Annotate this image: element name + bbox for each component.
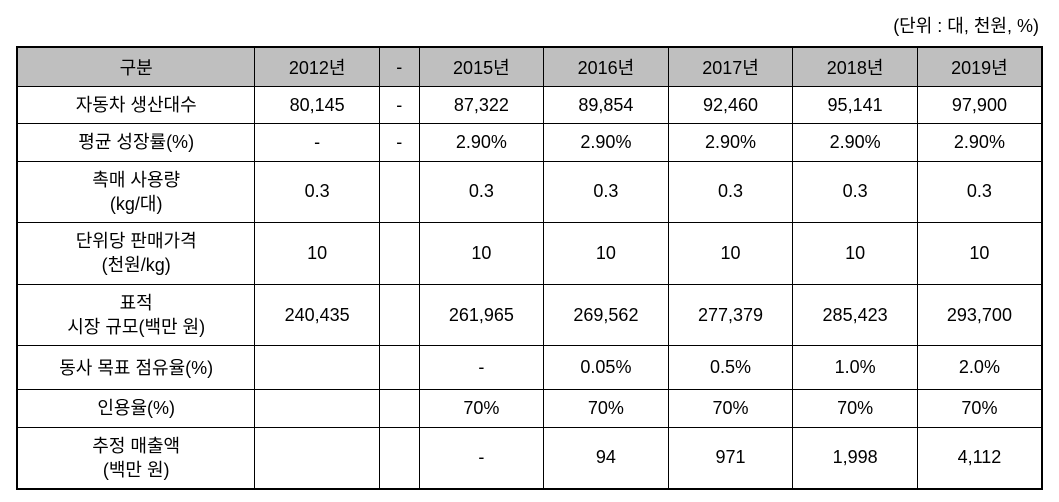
table-row: 동사 목표 점유율(%) -0.05%0.5%1.0%2.0% [17, 346, 1042, 390]
cell: 0.3 [668, 161, 793, 223]
cell: 4,112 [917, 427, 1042, 489]
col-header-2017: 2017년 [668, 47, 793, 87]
cell: 92,460 [668, 87, 793, 124]
cell [379, 161, 419, 223]
cell: 70% [668, 390, 793, 427]
cell [379, 284, 419, 346]
cell: 10 [668, 223, 793, 285]
cell: 70% [917, 390, 1042, 427]
header-row: 구분 2012년 - 2015년 2016년 2017년 2018년 2019년 [17, 47, 1042, 87]
cell: 2.90% [793, 124, 918, 161]
cell: 10 [793, 223, 918, 285]
cell: 0.3 [917, 161, 1042, 223]
cell: 70% [419, 390, 544, 427]
cell: 0.3 [419, 161, 544, 223]
cell: 293,700 [917, 284, 1042, 346]
cell: 87,322 [419, 87, 544, 124]
row-label: 동사 목표 점유율(%) [17, 346, 255, 390]
cell: - [379, 124, 419, 161]
cell: 94 [544, 427, 669, 489]
cell [255, 427, 380, 489]
cell: 2.90% [544, 124, 669, 161]
cell: - [419, 427, 544, 489]
cell: 70% [544, 390, 669, 427]
table-row: 촉매 사용량(kg/대)0.30.30.30.30.30.3 [17, 161, 1042, 223]
table-row: 단위당 판매가격(천원/kg)101010101010 [17, 223, 1042, 285]
cell: 1,998 [793, 427, 918, 489]
cell: 10 [255, 223, 380, 285]
cell: 97,900 [917, 87, 1042, 124]
unit-label: (단위 : 대, 천원, %) [16, 12, 1043, 38]
data-table: 구분 2012년 - 2015년 2016년 2017년 2018년 2019년… [16, 46, 1043, 490]
col-header-2015: 2015년 [419, 47, 544, 87]
col-header-label: 구분 [17, 47, 255, 87]
table-row: 평균 성장률(%)--2.90%2.90%2.90%2.90%2.90% [17, 124, 1042, 161]
col-header-2018: 2018년 [793, 47, 918, 87]
cell: 0.5% [668, 346, 793, 390]
cell: 0.3 [793, 161, 918, 223]
cell: 285,423 [793, 284, 918, 346]
cell: 2.0% [917, 346, 1042, 390]
cell: 971 [668, 427, 793, 489]
col-header-2012: 2012년 [255, 47, 380, 87]
cell: 0.3 [255, 161, 380, 223]
row-label: 인용율(%) [17, 390, 255, 427]
col-header-2019: 2019년 [917, 47, 1042, 87]
cell: 2.90% [419, 124, 544, 161]
table-row: 인용율(%)70%70%70%70%70% [17, 390, 1042, 427]
cell: 10 [544, 223, 669, 285]
cell: 10 [917, 223, 1042, 285]
cell [379, 427, 419, 489]
cell [255, 390, 380, 427]
cell: 2.90% [668, 124, 793, 161]
cell: 261,965 [419, 284, 544, 346]
cell: 2.90% [917, 124, 1042, 161]
table-body: 자동차 생산대수80,145-87,32289,85492,46095,1419… [17, 87, 1042, 490]
col-header-2016: 2016년 [544, 47, 669, 87]
cell [379, 390, 419, 427]
cell: 89,854 [544, 87, 669, 124]
row-label: 평균 성장률(%) [17, 124, 255, 161]
table-row: 표적시장 규모(백만 원)240,435 261,965269,562277,37… [17, 284, 1042, 346]
cell: 277,379 [668, 284, 793, 346]
cell: 80,145 [255, 87, 380, 124]
cell: 70% [793, 390, 918, 427]
cell [379, 346, 419, 390]
cell: 1.0% [793, 346, 918, 390]
row-label: 자동차 생산대수 [17, 87, 255, 124]
cell: - [379, 87, 419, 124]
row-label: 표적시장 규모(백만 원) [17, 284, 255, 346]
row-label: 단위당 판매가격(천원/kg) [17, 223, 255, 285]
cell: 269,562 [544, 284, 669, 346]
cell [379, 223, 419, 285]
col-header-gap: - [379, 47, 419, 87]
cell: 0.3 [544, 161, 669, 223]
cell: 10 [419, 223, 544, 285]
cell: - [419, 346, 544, 390]
cell: 95,141 [793, 87, 918, 124]
cell: 240,435 [255, 284, 380, 346]
cell: 0.05% [544, 346, 669, 390]
table-row: 추정 매출액(백만 원) -949711,9984,112 [17, 427, 1042, 489]
row-label: 추정 매출액(백만 원) [17, 427, 255, 489]
cell [255, 346, 380, 390]
row-label: 촉매 사용량(kg/대) [17, 161, 255, 223]
table-row: 자동차 생산대수80,145-87,32289,85492,46095,1419… [17, 87, 1042, 124]
cell: - [255, 124, 380, 161]
